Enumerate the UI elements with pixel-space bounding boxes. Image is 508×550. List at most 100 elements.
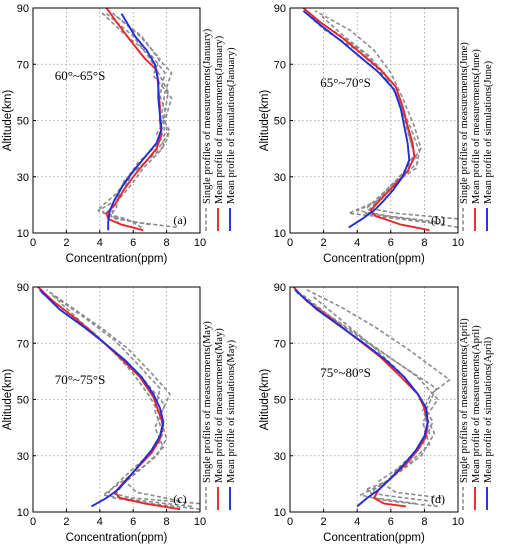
plot-area [97, 8, 177, 232]
y-axis-title: Altitude(km) [259, 369, 271, 431]
plot-area [302, 8, 458, 232]
mean-simulation-line [107, 13, 163, 231]
single-profile-line [302, 294, 438, 502]
mean-simulation-line [294, 289, 429, 508]
x-axis-title: Concentration(ppm) [323, 253, 425, 265]
y-tick-label: 50 [17, 116, 29, 128]
y-tick-label: 30 [274, 172, 286, 184]
single-profile-line [314, 10, 458, 229]
legend-label: Single profiles of measurements(June) [459, 42, 470, 204]
x-tick-label: 10 [452, 516, 464, 528]
y-tick-label: 90 [274, 3, 286, 15]
x-tick-label: 0 [287, 237, 293, 249]
mean-measurement-line [292, 287, 429, 508]
x-axis-title: Concentration(ppm) [66, 253, 168, 265]
y-axis-title: Altitude(km) [2, 90, 14, 152]
legend-label: Mean profile of measurements(April) [471, 325, 482, 483]
legend: Single profiles of measurements(April) Me… [459, 318, 494, 510]
x-tick-label: 2 [321, 516, 327, 528]
legend: Single profiles of measurements(May) Mean… [202, 321, 237, 510]
y-axis: 10 30 50 70 90 [274, 3, 293, 240]
single-profile-line [109, 15, 177, 229]
x-tick-label: 4 [354, 237, 360, 249]
x-tick-label: 6 [388, 237, 394, 249]
y-tick-label: 30 [274, 451, 286, 463]
legend-label: Mean profile of simulations(April) [483, 336, 494, 483]
y-tick-label: 50 [17, 395, 29, 407]
legend-label: Mean profile of measurements(May) [214, 328, 225, 483]
panel-tag: (b) [431, 213, 445, 227]
single-profile-line [49, 292, 181, 502]
x-tick-label: 6 [130, 237, 136, 249]
legend: Single profiles of measurements(June) Mea… [459, 42, 494, 231]
region-label: 60°~65°S [55, 68, 106, 83]
single-profile-line [306, 289, 451, 508]
x-tick-label: 0 [287, 516, 293, 528]
y-tick-label: 30 [17, 451, 29, 463]
gridlines [33, 8, 200, 233]
x-tick-label: 4 [354, 516, 360, 528]
y-tick-label: 90 [17, 3, 29, 15]
legend-label: Single profiles of measurements(April) [459, 318, 470, 483]
y-tick-label: 50 [274, 395, 286, 407]
x-tick-label: 4 [97, 516, 103, 528]
panel-b: 0 2 4 6 8 10 10 30 50 70 90 Concentration(ppm) Altit… [259, 3, 494, 265]
y-tick-label: 90 [274, 282, 286, 294]
single-profile-line [99, 12, 170, 229]
panel-c: 0 2 4 6 8 10 10 30 50 70 90 Concentration(ppm) Altit… [2, 282, 237, 544]
x-tick-label: 0 [30, 237, 36, 249]
x-tick-label: 10 [194, 237, 206, 249]
panel-d: 0 2 4 6 8 10 10 30 50 70 90 Concentration(ppm) Altit… [259, 282, 494, 544]
y-tick-label: 10 [17, 228, 29, 240]
legend-label: Mean profile of simulations(May) [226, 339, 237, 483]
mean-simulation-line [39, 289, 165, 508]
x-tick-label: 2 [63, 516, 69, 528]
panel-tag: (d) [431, 492, 445, 506]
y-tick-label: 70 [274, 59, 286, 71]
x-axis-title: Concentration(ppm) [323, 532, 425, 544]
single-profile-line [296, 291, 439, 505]
plot-area [292, 287, 451, 508]
x-tick-label: 8 [164, 516, 170, 528]
x-tick-label: 8 [421, 516, 427, 528]
x-tick-label: 10 [194, 516, 206, 528]
y-axis: 10 30 50 70 90 [274, 282, 293, 519]
x-axis: 0 2 4 6 8 10 [287, 509, 464, 528]
region-label: 70°~75°S [55, 372, 106, 387]
legend-label: Mean profile of simulations(January) [226, 47, 237, 204]
y-tick-label: 70 [274, 338, 286, 350]
y-tick-label: 30 [17, 172, 29, 184]
x-tick-label: 4 [97, 237, 103, 249]
y-tick-label: 10 [274, 228, 286, 240]
single-profile-line [302, 10, 445, 226]
legend-label: Single profiles of measurements(May) [202, 321, 213, 483]
x-tick-label: 8 [164, 237, 170, 249]
single-profile-line [97, 10, 168, 226]
panel-a: 0 2 4 6 8 10 10 30 50 70 90 Concentration(ppm) Altit… [2, 3, 237, 265]
y-tick-label: 50 [274, 116, 286, 128]
x-tick-label: 8 [421, 237, 427, 249]
x-tick-label: 10 [452, 237, 464, 249]
x-tick-label: 6 [388, 516, 394, 528]
gridlines [33, 287, 200, 512]
y-axis-title: Altitude(km) [259, 90, 271, 152]
panel-tag: (a) [173, 213, 186, 227]
panel-tag: (c) [173, 492, 186, 506]
single-profile-line [306, 12, 437, 223]
mean-simulation-line [302, 10, 411, 229]
single-profile-line [52, 294, 200, 505]
y-axis: 10 30 50 70 90 [17, 3, 36, 240]
plot-area [37, 287, 200, 511]
y-tick-label: 10 [17, 507, 29, 519]
mean-measurement-line [105, 8, 163, 232]
y-tick-label: 90 [17, 282, 29, 294]
single-profile-line [311, 294, 442, 499]
legend-label: Mean profile of measurements(June) [471, 49, 482, 204]
y-tick-label: 70 [17, 338, 29, 350]
legend-label: Mean profile of measurements(January) [214, 35, 225, 204]
x-axis: 0 2 4 6 8 10 [30, 509, 206, 528]
x-axis: 0 2 4 6 8 10 [30, 230, 206, 249]
region-label: 65°~70°S [320, 75, 371, 90]
x-tick-label: 6 [130, 516, 136, 528]
